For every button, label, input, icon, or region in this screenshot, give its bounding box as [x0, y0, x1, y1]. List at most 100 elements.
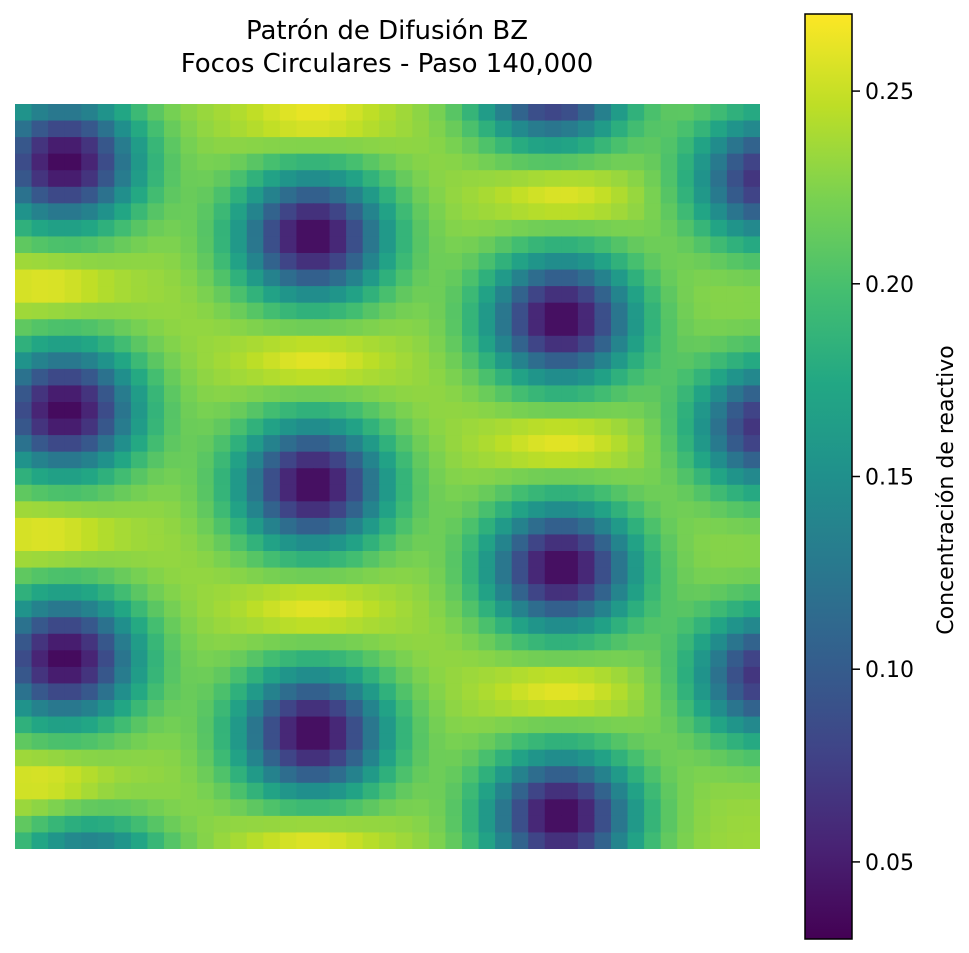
heatmap-cell	[114, 832, 132, 849]
heatmap-cell	[114, 584, 132, 602]
heatmap-cell	[246, 782, 264, 800]
heatmap-cell	[197, 319, 215, 337]
heatmap-cell	[97, 633, 115, 651]
heatmap-cell	[445, 700, 463, 718]
heatmap-cell	[114, 104, 132, 122]
heatmap-cell	[81, 186, 99, 204]
heatmap-cell	[329, 501, 347, 519]
heatmap-cell	[478, 286, 496, 304]
heatmap-cell	[478, 766, 496, 784]
heatmap-cell	[31, 269, 49, 287]
heatmap-cell	[445, 253, 463, 271]
heatmap-cell	[577, 170, 596, 188]
heatmap-cell	[279, 799, 298, 817]
heatmap-cell	[478, 269, 496, 287]
heatmap-cell	[544, 567, 562, 585]
heatmap-cell	[31, 203, 49, 221]
heatmap-cell	[180, 633, 198, 651]
heatmap-cell	[64, 799, 82, 817]
heatmap-cell	[64, 534, 82, 552]
heatmap-cell	[263, 683, 281, 701]
heatmap-cell	[412, 650, 430, 668]
heatmap-cell	[313, 368, 331, 387]
heatmap-cell	[48, 269, 66, 287]
heatmap-cell	[710, 435, 728, 453]
heatmap-cell	[395, 402, 413, 420]
heatmap-cell	[561, 319, 579, 337]
heatmap-cell	[577, 633, 596, 651]
heatmap-cell	[428, 815, 447, 834]
heatmap-cell	[296, 517, 314, 536]
heatmap-cell	[114, 799, 132, 817]
heatmap-cell	[445, 269, 463, 287]
heatmap-cell	[511, 567, 529, 585]
heatmap-cell	[726, 435, 745, 453]
heatmap-cell	[230, 137, 248, 155]
heatmap-cell	[428, 617, 447, 635]
heatmap-cell	[164, 633, 182, 651]
heatmap-cell	[594, 716, 612, 734]
heatmap-cell	[130, 782, 149, 800]
heatmap-cell	[544, 517, 562, 536]
heatmap-cell	[64, 137, 82, 155]
heatmap-cell	[412, 633, 430, 651]
heatmap-cell	[428, 567, 447, 585]
heatmap-cell	[445, 484, 463, 502]
heatmap-cell	[147, 815, 165, 834]
heatmap-cell	[97, 468, 115, 486]
heatmap-cell	[64, 319, 82, 337]
heatmap-cell	[263, 517, 281, 536]
heatmap-cell	[362, 418, 380, 436]
heatmap-cell	[544, 137, 562, 155]
heatmap-cell	[362, 269, 380, 287]
heatmap-cell	[412, 418, 430, 436]
heatmap-cell	[445, 551, 463, 569]
heatmap-cell	[48, 170, 66, 188]
heatmap-cell	[313, 104, 331, 122]
heatmap-cell	[114, 385, 132, 403]
heatmap-cell	[263, 104, 281, 122]
heatmap-cell	[395, 700, 413, 718]
heatmap-cell	[561, 633, 579, 651]
heatmap-cell	[693, 451, 711, 469]
heatmap-cell	[114, 186, 132, 204]
heatmap-cell	[726, 749, 745, 767]
heatmap-cell	[64, 551, 82, 569]
heatmap-cell	[130, 534, 149, 552]
heatmap-cell	[263, 832, 281, 849]
heatmap-cell	[48, 186, 66, 204]
heatmap-cell	[246, 501, 264, 519]
heatmap-cell	[743, 534, 760, 552]
heatmap-cell	[395, 534, 413, 552]
heatmap-cell	[97, 716, 115, 734]
heatmap-cell	[627, 534, 645, 552]
heatmap-cell	[462, 170, 480, 188]
heatmap-cell	[743, 782, 760, 800]
heatmap-cell	[346, 319, 364, 337]
heatmap-cell	[81, 782, 99, 800]
heatmap-cell	[197, 650, 215, 668]
heatmap-cell	[130, 716, 149, 734]
heatmap-cell	[611, 650, 629, 668]
heatmap-cell	[478, 236, 496, 254]
heatmap-cell	[362, 219, 380, 238]
heatmap-cell	[180, 484, 198, 502]
heatmap-cell	[495, 517, 513, 536]
heatmap-cell	[462, 567, 480, 585]
heatmap-cell	[213, 733, 231, 751]
heatmap-cell	[213, 832, 231, 849]
heatmap-cell	[495, 832, 513, 849]
heatmap-cell	[428, 700, 447, 718]
heatmap-cell	[379, 782, 397, 800]
heatmap-cell	[64, 253, 82, 271]
heatmap-cell	[64, 567, 82, 585]
heatmap-cell	[379, 534, 397, 552]
heatmap-cell	[544, 104, 562, 122]
heatmap-cell	[644, 269, 662, 287]
heatmap-cell	[710, 766, 728, 784]
heatmap-cell	[164, 236, 182, 254]
heatmap-cell	[693, 799, 711, 817]
heatmap-cell	[130, 203, 149, 221]
heatmap-cell	[395, 617, 413, 635]
heatmap-cell	[478, 567, 496, 585]
